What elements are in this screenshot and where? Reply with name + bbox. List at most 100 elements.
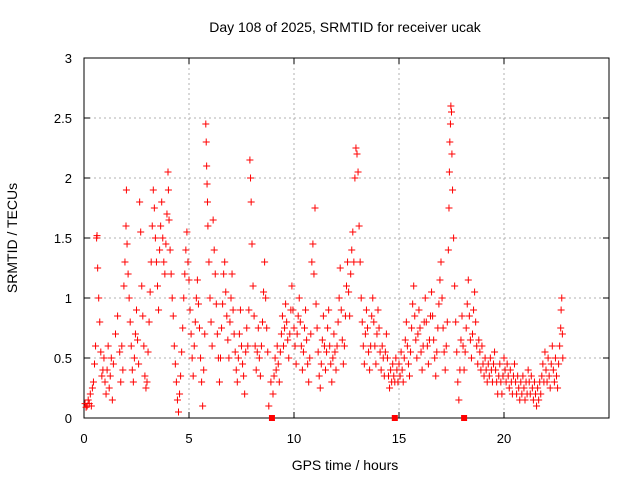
data-point [389, 360, 397, 368]
data-point [250, 312, 258, 320]
data-point [263, 324, 271, 332]
data-point [316, 384, 324, 392]
data-point [365, 348, 373, 356]
data-point [558, 294, 566, 302]
data-point [464, 276, 472, 284]
data-point [277, 330, 285, 338]
data-point [103, 366, 111, 374]
data-point [197, 354, 205, 362]
data-point [285, 354, 293, 362]
data-point [386, 384, 394, 392]
data-point [418, 366, 426, 374]
data-point [306, 354, 314, 362]
data-point [457, 336, 465, 344]
data-point [232, 366, 240, 374]
data-point [217, 354, 224, 362]
data-point [273, 342, 281, 350]
data-point [274, 360, 282, 368]
data-point [421, 294, 429, 302]
data-point [413, 354, 421, 362]
data-point [142, 384, 150, 392]
data-point [368, 312, 376, 320]
y-tick-label: 2.5 [54, 111, 72, 126]
data-point [193, 276, 201, 284]
data-point [180, 294, 188, 302]
y-tick-label: 0 [65, 411, 72, 426]
data-point [215, 378, 223, 386]
data-point [387, 366, 395, 374]
data-point [275, 378, 283, 386]
data-point [312, 300, 320, 308]
data-point [551, 354, 559, 362]
bottom-marker [391, 415, 398, 421]
data-point [450, 234, 458, 242]
data-point [465, 312, 473, 320]
data-point [127, 342, 135, 350]
data-point [377, 366, 385, 374]
data-point [452, 318, 460, 326]
data-point [177, 372, 185, 380]
data-point [184, 258, 192, 266]
data-point [267, 378, 275, 386]
data-point [471, 288, 479, 296]
data-point [381, 348, 389, 356]
data-point [91, 360, 98, 368]
data-point [333, 342, 341, 350]
data-point [117, 378, 125, 386]
data-point [344, 258, 352, 266]
data-point [123, 240, 131, 248]
data-point [296, 318, 304, 326]
data-point [126, 318, 134, 326]
data-point [100, 354, 108, 362]
data-point [372, 360, 380, 368]
data-point [369, 294, 377, 302]
data-point [233, 378, 241, 386]
data-point [500, 354, 508, 362]
data-point [248, 240, 256, 248]
data-point [87, 402, 95, 410]
data-point [284, 336, 292, 344]
data-point [238, 342, 245, 350]
data-point [269, 390, 277, 398]
data-point [417, 348, 425, 356]
y-tick-label: 2 [65, 171, 72, 186]
data-point [168, 294, 176, 302]
data-point [371, 342, 379, 350]
data-point [459, 342, 467, 350]
data-point [257, 342, 265, 350]
data-point [209, 216, 217, 224]
data-point [178, 348, 186, 356]
data-point [104, 342, 112, 350]
data-point [160, 258, 168, 266]
data-point [422, 318, 430, 326]
data-point [203, 162, 211, 170]
data-point [256, 372, 264, 380]
x-tick-label: 0 [80, 431, 87, 446]
data-point [141, 372, 149, 380]
data-point [253, 348, 261, 356]
data-point [222, 288, 230, 296]
data-point [154, 282, 161, 290]
data-point [524, 366, 532, 374]
data-point [158, 198, 166, 206]
data-point [207, 318, 215, 326]
data-point [373, 330, 381, 338]
data-point [340, 342, 348, 350]
data-point [555, 360, 563, 368]
data-point [278, 312, 286, 320]
data-point [469, 330, 476, 338]
data-point [125, 294, 133, 302]
data-point [402, 318, 410, 326]
x-tick-label: 5 [185, 431, 192, 446]
data-point [447, 102, 455, 110]
data-point [354, 168, 362, 176]
data-point [97, 348, 105, 356]
data-point [282, 300, 290, 308]
y-axis-label: SRMTID / TECUs [4, 183, 20, 293]
data-point [218, 324, 226, 332]
data-point [362, 306, 370, 314]
data-point [106, 372, 114, 380]
data-point [533, 402, 541, 410]
data-point [155, 306, 163, 314]
data-point [538, 372, 546, 380]
